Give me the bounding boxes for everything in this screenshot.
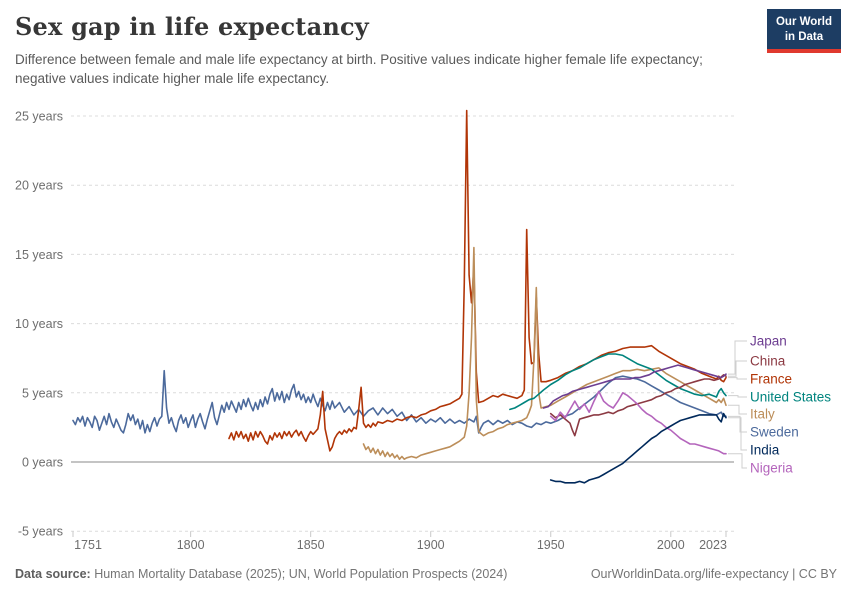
legend-label-france[interactable]: France	[750, 372, 792, 387]
series-line-italy	[362, 246, 727, 460]
owid-logo-line1: Our World	[775, 16, 832, 28]
y-axis-tick-label: -5 years	[18, 525, 63, 539]
legend-label-nigeria[interactable]: Nigeria	[750, 461, 793, 476]
legend-label-china[interactable]: China	[750, 354, 786, 369]
data-source-note: Data source: Human Mortality Database (2…	[15, 567, 507, 581]
legend-connector-nigeria	[728, 453, 747, 469]
legend-connector-france	[728, 377, 747, 380]
owid-credit-link[interactable]: OurWorldinData.org/life-expectancy | CC …	[590, 567, 837, 581]
x-axis-tick-label: 1800	[177, 538, 205, 552]
x-axis-tick-label: 1900	[417, 538, 445, 552]
x-axis-tick-label: 1850	[297, 538, 325, 552]
y-axis-tick-label: 20 years	[15, 179, 63, 193]
series-line-china	[549, 374, 727, 437]
legend-label-united-states[interactable]: United States	[750, 390, 831, 405]
legend-connector-united-states	[728, 395, 747, 398]
series-line-india	[549, 412, 727, 484]
series-line-united-states	[509, 353, 727, 411]
data-source-label: Data source:	[15, 567, 91, 581]
y-axis-tick-label: 0 years	[22, 456, 63, 470]
legend-connector-china	[728, 360, 747, 377]
legend-connector-japan	[728, 340, 747, 375]
x-axis-tick-label: 2000	[657, 538, 685, 552]
x-axis-tick-label: 1950	[537, 538, 565, 552]
series-line-sweden	[72, 369, 727, 434]
legend-label-italy[interactable]: Italy	[750, 407, 775, 422]
legend-label-japan[interactable]: Japan	[750, 334, 787, 349]
y-axis-tick-label: 5 years	[22, 386, 63, 400]
y-axis-tick-label: 10 years	[15, 317, 63, 331]
x-axis-tick-label: 2023	[699, 538, 727, 552]
data-source-text: Human Mortality Database (2025); UN, Wor…	[90, 567, 508, 581]
legend-connector-sweden	[728, 415, 747, 433]
owid-logo-line2: in Data	[784, 30, 824, 43]
page-title: Sex gap in life expectancy	[15, 12, 369, 41]
legend-connector-italy	[728, 404, 747, 415]
y-axis-tick-label: 25 years	[15, 110, 63, 124]
owid-logo[interactable]: Our World in Data	[766, 9, 841, 53]
series-line-japan	[542, 364, 727, 409]
chart-subtitle: Difference between female and male life …	[15, 52, 703, 86]
x-axis-tick-label: 1751	[74, 538, 102, 552]
chart-footer: Data source: Human Mortality Database (2…	[15, 567, 837, 581]
y-axis-tick-label: 15 years	[15, 248, 63, 262]
series-line-nigeria	[549, 390, 727, 455]
legend-label-india[interactable]: India	[750, 443, 780, 458]
legend-connector-india	[728, 417, 747, 451]
legend-label-sweden[interactable]: Sweden	[750, 425, 799, 440]
